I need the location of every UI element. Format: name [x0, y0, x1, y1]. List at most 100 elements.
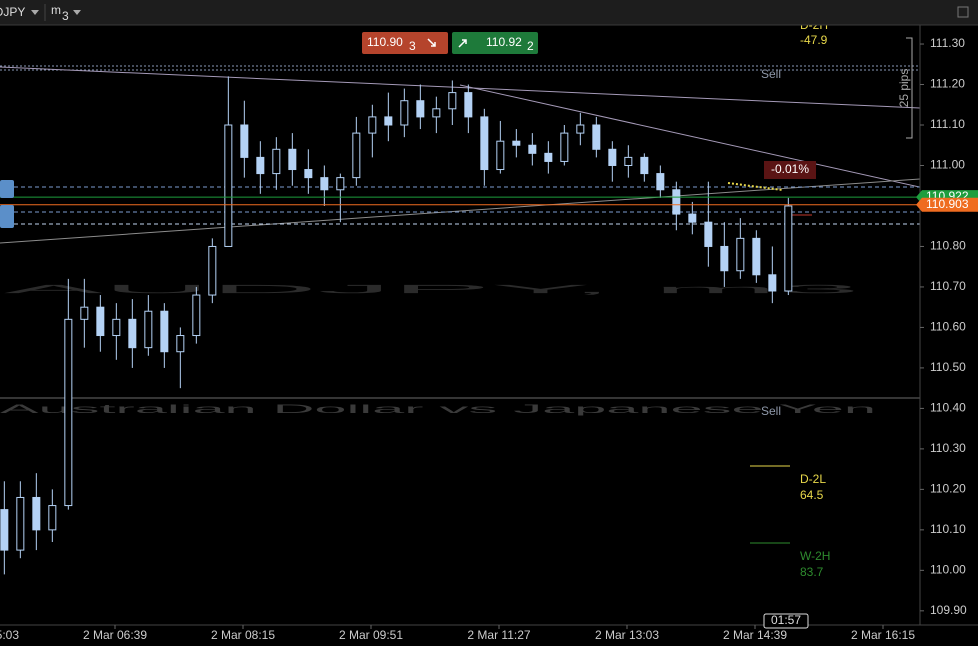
dropdown-arrow[interactable]: [73, 10, 81, 15]
y-tick-label: 110.10: [930, 522, 966, 536]
x-tick-label: 2 Mar 16:15: [851, 628, 915, 642]
candle-body: [704, 221, 713, 247]
candle-body: [80, 306, 89, 320]
y-tick-label: 110.00: [930, 563, 966, 577]
timeframe-sub[interactable]: 3: [62, 9, 69, 23]
y-tick-label: 110.60: [930, 320, 966, 334]
sell-price[interactable]: 110.90: [367, 35, 403, 49]
y-tick-label: 109.90: [930, 603, 967, 617]
buy-button[interactable]: [452, 32, 538, 54]
candle-body: [288, 148, 297, 171]
candle-body: [768, 274, 777, 292]
candle-body: [688, 213, 697, 223]
candle-body: [160, 310, 169, 353]
y-tick-label: 110.70: [930, 279, 966, 293]
x-tick-label: 2 Mar 11:27: [467, 628, 530, 642]
candle-body: [112, 318, 121, 337]
x-tick-label: 2 Mar 13:03: [595, 628, 659, 642]
price-tag-label: 110.903: [926, 197, 969, 211]
handle[interactable]: [0, 180, 14, 198]
watermark: AUDJPY, m3 Australian Dollar vs Japanese…: [0, 282, 876, 416]
y-tick-label: 111.30: [930, 36, 965, 50]
candle-body: [272, 148, 281, 175]
candle-body: [384, 116, 393, 126]
change-badge: [764, 161, 816, 179]
sell-price-sub[interactable]: 3: [409, 39, 416, 53]
y-tick-label: 110.40: [930, 401, 966, 415]
window-button[interactable]: [957, 6, 969, 18]
annotation: W-2H: [800, 549, 830, 563]
candle-body: [784, 205, 793, 292]
buy-price-sub[interactable]: 2: [527, 39, 534, 53]
countdown: 01:57: [771, 613, 801, 627]
x-tick-label: 2 Mar 14:39: [723, 628, 787, 642]
candle-body: [32, 496, 41, 531]
annotation: 64.5: [800, 488, 824, 502]
candle-body: [464, 92, 473, 118]
candle-body: [368, 116, 377, 134]
candles: [0, 76, 793, 575]
annotation: D-2L: [800, 472, 826, 486]
trend-line: [0, 178, 921, 244]
watermark-title: AUDJPY, m3: [4, 282, 864, 296]
x-tick-label: 2 Mar 08:15: [211, 628, 275, 642]
toolbar: [0, 0, 978, 25]
price-axis: [920, 25, 978, 625]
candle-body: [240, 124, 249, 158]
timeframe[interactable]: m: [51, 3, 61, 17]
candle-body: [608, 148, 617, 166]
axes: 111.30 111.20 111.10 111.00 110.80 110.70 110.…: [0, 36, 978, 642]
candle-body: [496, 140, 505, 171]
annotation: -0.01%: [771, 162, 809, 176]
candle-body: [352, 132, 361, 179]
candle-body: [224, 124, 233, 247]
symbol[interactable]: AUDJPY: [0, 5, 25, 19]
candle-body: [128, 318, 137, 349]
pips-bracket: [906, 37, 913, 139]
projection-line: [727, 182, 783, 191]
dropdown-arrow[interactable]: [31, 10, 39, 15]
buy-price[interactable]: 110.92: [486, 35, 522, 49]
candle-body: [720, 245, 729, 272]
candle-body: [336, 177, 345, 191]
x-tick-label: 2 Mar 09:51: [339, 628, 403, 642]
trend-line: [0, 66, 921, 109]
candle-body: [448, 92, 457, 110]
time-axis: [0, 625, 978, 646]
candle-body: [480, 116, 489, 171]
candle-body: [0, 509, 9, 551]
price-tag: [916, 197, 978, 212]
candle-body: [592, 124, 601, 150]
candle-body: [16, 496, 25, 551]
sell-icon[interactable]: [427, 38, 436, 47]
annotation: -47.9: [800, 33, 828, 47]
candle-body: [736, 237, 745, 272]
drawings: [0, 37, 978, 544]
candle-body: [432, 108, 441, 118]
buy-icon[interactable]: [458, 39, 467, 48]
candle-body: [560, 132, 569, 162]
candle-body: [576, 124, 585, 134]
y-tick-label: 110.50: [930, 360, 966, 374]
handles[interactable]: [0, 180, 14, 228]
price-levels: [0, 196, 920, 206]
candle-body: [624, 156, 633, 166]
y-tick-label: 111.00: [930, 158, 965, 172]
candle-body: [640, 156, 649, 175]
handle[interactable]: [0, 216, 14, 228]
candle-body: [544, 152, 553, 162]
candle-body: [48, 505, 57, 531]
candle-body: [752, 237, 761, 276]
watermark-subtitle: Australian Dollar vs Japanese Yen: [0, 402, 876, 416]
candle-body: [176, 335, 185, 353]
candle-body: [208, 245, 217, 296]
y-tick-label: 111.20: [930, 77, 965, 91]
annotation: Sell: [761, 404, 781, 418]
y-tick-label: 110.80: [930, 239, 966, 253]
y-tick-label: 110.20: [930, 482, 966, 496]
sell-button[interactable]: [362, 32, 448, 54]
annotation: 83.7: [800, 565, 824, 579]
x-tick-label: 2 Mar 06:39: [83, 628, 147, 642]
candle-body: [304, 169, 313, 179]
